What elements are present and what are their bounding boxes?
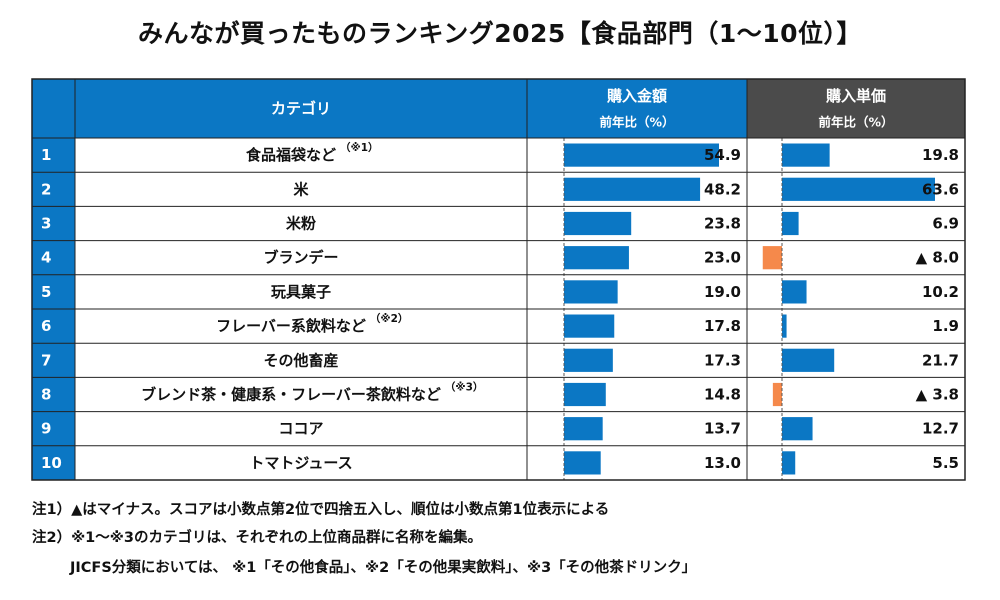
unit-bar: [782, 177, 935, 201]
category-label: フレーバー系飲料など: [216, 317, 366, 335]
rank-cell: [32, 309, 75, 344]
unit-bar: [782, 314, 787, 338]
unit-value: ▲ 8.0: [916, 249, 959, 267]
category-label: 玩具菓子: [271, 283, 331, 301]
rank-number: 1: [41, 146, 51, 164]
unit-bar: [782, 280, 807, 304]
rank-cell: [32, 206, 75, 241]
rank-number: 8: [41, 386, 51, 404]
unit-value: 63.6: [922, 180, 959, 198]
amount-value: 23.0: [704, 249, 741, 267]
rank-number: 7: [41, 351, 51, 369]
amount-bar: [564, 382, 606, 407]
amount-value: 17.8: [704, 317, 741, 335]
unit-bar: [782, 417, 813, 441]
amount-bar: [564, 417, 603, 441]
amount-bar: [564, 143, 719, 167]
rank-number: 6: [41, 317, 51, 335]
header-category-cell: [75, 79, 527, 138]
header-category: カテゴリ: [271, 100, 331, 118]
amount-value: 14.8: [704, 386, 741, 404]
unit-bar: [782, 143, 830, 167]
amount-value: 19.0: [704, 283, 741, 301]
amount-value: 54.9: [704, 146, 741, 164]
amount-value: 13.0: [704, 454, 741, 472]
unit-bar: [762, 246, 782, 270]
amount-bar: [564, 211, 632, 236]
header-amount: 購入金額: [606, 87, 667, 105]
unit-bar: [782, 211, 799, 236]
rank-cell: [32, 445, 75, 480]
unit-value: 12.7: [922, 420, 959, 438]
rank-number: 10: [41, 454, 62, 472]
rank-number: 2: [41, 180, 51, 198]
amount-value: 17.3: [704, 351, 741, 369]
note-3: JICFS分類においては、 ※1「その他食品」、※2「その他果実飲料」、※3「そ…: [70, 560, 697, 576]
header-amount-cell: [527, 79, 747, 138]
category-note: （※2）: [370, 312, 409, 325]
category-label: トマトジュース: [249, 454, 352, 472]
category-label: ココア: [278, 420, 323, 438]
rank-cell: [32, 377, 75, 412]
amount-bar: [564, 280, 618, 304]
unit-value: ▲ 3.8: [916, 386, 959, 404]
header-unit-sub: 前年比（%）: [818, 115, 893, 130]
unit-value: 19.8: [922, 146, 959, 164]
rank-number: 5: [41, 283, 51, 301]
rank-number: 3: [41, 215, 51, 233]
header-unit-cell: [747, 79, 965, 138]
rank-cell: [32, 138, 75, 173]
amount-value: 48.2: [704, 180, 741, 198]
category-label: 食品福袋など: [246, 146, 336, 164]
category-note: （※3）: [445, 381, 484, 394]
rank-cell: [32, 411, 75, 446]
category-label: 米: [293, 180, 309, 198]
header-unit: 購入単価: [825, 87, 886, 105]
unit-value: 10.2: [922, 283, 959, 301]
category-label: ブレンド茶・健康系・フレーバー茶飲料など: [141, 386, 441, 404]
rank-number: 4: [41, 249, 51, 267]
rank-cell: [32, 240, 75, 275]
unit-bar: [782, 348, 835, 372]
amount-bar: [564, 314, 615, 338]
amount-bar: [564, 451, 601, 475]
rank-cell: [32, 274, 75, 309]
unit-value: 6.9: [932, 215, 959, 233]
unit-bar: [782, 451, 796, 475]
note-1: 注1）▲はマイナス。スコアは小数点第2位で四捨五入し、順位は小数点第1位表示によ…: [32, 502, 610, 518]
category-note: （※1）: [340, 141, 379, 154]
rank-cell: [32, 343, 75, 378]
amount-bar: [564, 246, 629, 270]
amount-value: 23.8: [704, 215, 741, 233]
unit-value: 5.5: [932, 454, 959, 472]
amount-bar: [564, 348, 613, 372]
unit-value: 1.9: [932, 317, 959, 335]
amount-value: 13.7: [704, 420, 741, 438]
category-label: 米粉: [286, 215, 316, 233]
header-amount-sub: 前年比（%）: [599, 115, 674, 130]
unit-bar: [772, 382, 782, 407]
amount-bar: [564, 177, 701, 201]
category-label: その他畜産: [263, 351, 338, 369]
unit-value: 21.7: [922, 351, 959, 369]
rank-number: 9: [41, 420, 51, 438]
header-rank-cell: [32, 79, 75, 138]
note-2: 注2）※1〜※3のカテゴリは、それぞれの上位商品群に名称を編集。: [32, 530, 482, 546]
category-label: ブランデー: [263, 249, 338, 267]
chart-title: みんなが買ったものランキング2025【食品部門（1〜10位）】: [137, 19, 863, 48]
rank-cell: [32, 172, 75, 207]
table-border: [31, 78, 966, 481]
